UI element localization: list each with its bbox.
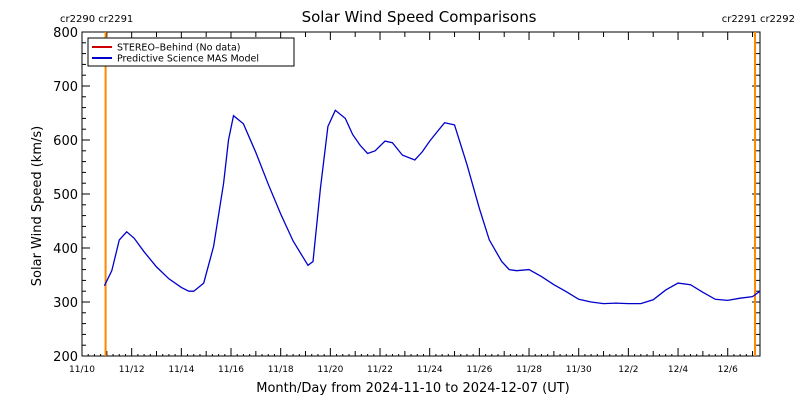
chart-title: Solar Wind Speed Comparisons [302,8,537,26]
y-axis-label: Solar Wind Speed (km/s) [30,126,45,286]
data-series [103,109,761,305]
axes: 200 300 400 500 600 700 800 11/10 11/12 11/14 11/1… [53,26,761,375]
x-tick-label: 11/16 [218,365,244,375]
x-tick-label: 11/22 [367,365,393,375]
y-tick-label: 500 [53,188,78,203]
y-tick-label: 200 [53,350,78,365]
x-tick-label: 11/18 [268,365,294,375]
legend-label: Predictive Science MAS Model [117,54,259,65]
y-tick-label: 600 [53,134,78,149]
x-tick-label: 11/14 [168,365,194,375]
rotation-marker-label: cr2290 cr2291 [60,14,133,25]
x-tick-label: 11/30 [566,365,592,375]
x-tick-label: 11/12 [119,365,145,375]
rotation-markers: cr2290 cr2291 cr2291 cr2292 [60,14,795,356]
x-tick-label: 11/20 [317,365,343,375]
y-tick-label: 400 [53,242,78,257]
x-axis-label: Month/Day from 2024-11-10 to 2024-12-07 … [256,381,569,396]
y-tick-label: 300 [53,296,78,311]
y-tick-label: 800 [53,26,78,41]
x-tick-label: 11/28 [516,365,542,375]
legend-box [87,37,295,67]
x-tick-label: 12/2 [618,365,638,375]
x-tick-label: 11/26 [466,365,492,375]
plot-frame [81,31,761,357]
x-tick-label: 12/6 [718,365,738,375]
legend: STEREO–Behind (No data)Predictive Scienc… [87,37,295,67]
x-tick-label: 11/10 [69,365,95,375]
rotation-marker-label: cr2291 cr2292 [722,14,795,25]
y-tick-label: 700 [53,80,78,95]
legend-label: STEREO–Behind (No data) [117,43,241,54]
series-line [103,109,761,305]
x-tick-label: 11/24 [417,365,443,375]
x-tick-label: 12/4 [668,365,688,375]
